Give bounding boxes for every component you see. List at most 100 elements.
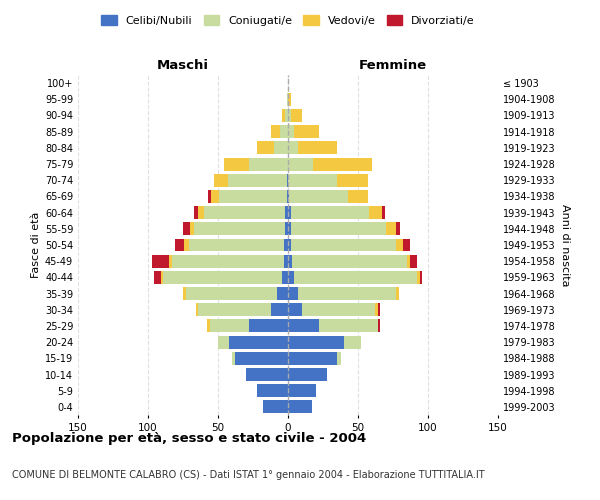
Bar: [287, 190, 288, 203]
Bar: [289, 190, 348, 203]
Bar: [288, 142, 298, 154]
Bar: [183, 287, 186, 300]
Bar: [183, 222, 190, 235]
Y-axis label: Fasce di età: Fasce di età: [31, 212, 41, 278]
Bar: [337, 174, 368, 186]
Bar: [199, 304, 271, 316]
Bar: [152, 254, 169, 268]
Bar: [292, 254, 407, 268]
Bar: [288, 174, 337, 186]
Bar: [175, 238, 184, 252]
Bar: [288, 206, 291, 219]
Bar: [288, 109, 291, 122]
Bar: [288, 304, 302, 316]
Bar: [283, 109, 285, 122]
Text: Popolazione per età, sesso e stato civile - 2004: Popolazione per età, sesso e stato civil…: [12, 432, 366, 445]
Bar: [161, 271, 163, 284]
Bar: [291, 109, 302, 122]
Bar: [188, 238, 284, 252]
Bar: [209, 320, 249, 332]
Bar: [313, 158, 372, 170]
Bar: [211, 190, 220, 203]
Bar: [396, 238, 403, 252]
Bar: [319, 320, 377, 332]
Bar: [257, 384, 288, 397]
Bar: [288, 222, 291, 235]
Bar: [288, 384, 316, 397]
Bar: [263, 400, 288, 413]
Bar: [302, 304, 375, 316]
Bar: [163, 271, 283, 284]
Bar: [287, 174, 288, 186]
Bar: [186, 287, 277, 300]
Bar: [246, 368, 288, 381]
Bar: [396, 287, 398, 300]
Bar: [204, 206, 285, 219]
Bar: [277, 287, 288, 300]
Bar: [419, 271, 422, 284]
Bar: [229, 336, 288, 348]
Bar: [417, 271, 419, 284]
Bar: [228, 174, 287, 186]
Bar: [172, 254, 284, 268]
Bar: [288, 336, 344, 348]
Bar: [291, 238, 396, 252]
Bar: [288, 254, 292, 268]
Bar: [288, 93, 291, 106]
Bar: [344, 336, 361, 348]
Bar: [280, 125, 288, 138]
Bar: [348, 190, 368, 203]
Bar: [194, 222, 285, 235]
Bar: [298, 287, 396, 300]
Bar: [190, 222, 194, 235]
Bar: [235, 352, 288, 365]
Bar: [274, 142, 288, 154]
Bar: [288, 271, 293, 284]
Bar: [218, 336, 229, 348]
Legend: Celibi/Nubili, Coniugati/e, Vedovi/e, Divorziati/e: Celibi/Nubili, Coniugati/e, Vedovi/e, Di…: [97, 10, 479, 30]
Bar: [288, 400, 312, 413]
Bar: [249, 158, 288, 170]
Bar: [386, 222, 396, 235]
Bar: [184, 238, 188, 252]
Bar: [288, 320, 319, 332]
Bar: [291, 222, 386, 235]
Bar: [410, 254, 417, 268]
Bar: [375, 304, 377, 316]
Bar: [382, 206, 385, 219]
Text: Maschi: Maschi: [157, 59, 209, 72]
Bar: [293, 125, 319, 138]
Bar: [288, 287, 298, 300]
Bar: [337, 352, 341, 365]
Bar: [288, 190, 289, 203]
Bar: [288, 368, 327, 381]
Bar: [220, 190, 287, 203]
Bar: [377, 320, 380, 332]
Bar: [403, 238, 410, 252]
Bar: [291, 206, 369, 219]
Bar: [298, 142, 337, 154]
Bar: [271, 304, 288, 316]
Bar: [207, 320, 209, 332]
Bar: [208, 190, 211, 203]
Bar: [283, 271, 288, 284]
Text: COMUNE DI BELMONTE CALABRO (CS) - Dati ISTAT 1° gennaio 2004 - Elaborazione TUTT: COMUNE DI BELMONTE CALABRO (CS) - Dati I…: [12, 470, 485, 480]
Bar: [369, 206, 382, 219]
Bar: [377, 304, 380, 316]
Bar: [214, 174, 228, 186]
Bar: [249, 320, 288, 332]
Bar: [154, 271, 161, 284]
Bar: [285, 206, 288, 219]
Bar: [288, 158, 313, 170]
Bar: [407, 254, 410, 268]
Bar: [288, 238, 291, 252]
Bar: [284, 254, 288, 268]
Y-axis label: Anni di nascita: Anni di nascita: [560, 204, 569, 286]
Bar: [285, 222, 288, 235]
Bar: [288, 125, 293, 138]
Bar: [169, 254, 172, 268]
Bar: [199, 206, 204, 219]
Bar: [285, 109, 288, 122]
Bar: [224, 158, 249, 170]
Bar: [293, 271, 417, 284]
